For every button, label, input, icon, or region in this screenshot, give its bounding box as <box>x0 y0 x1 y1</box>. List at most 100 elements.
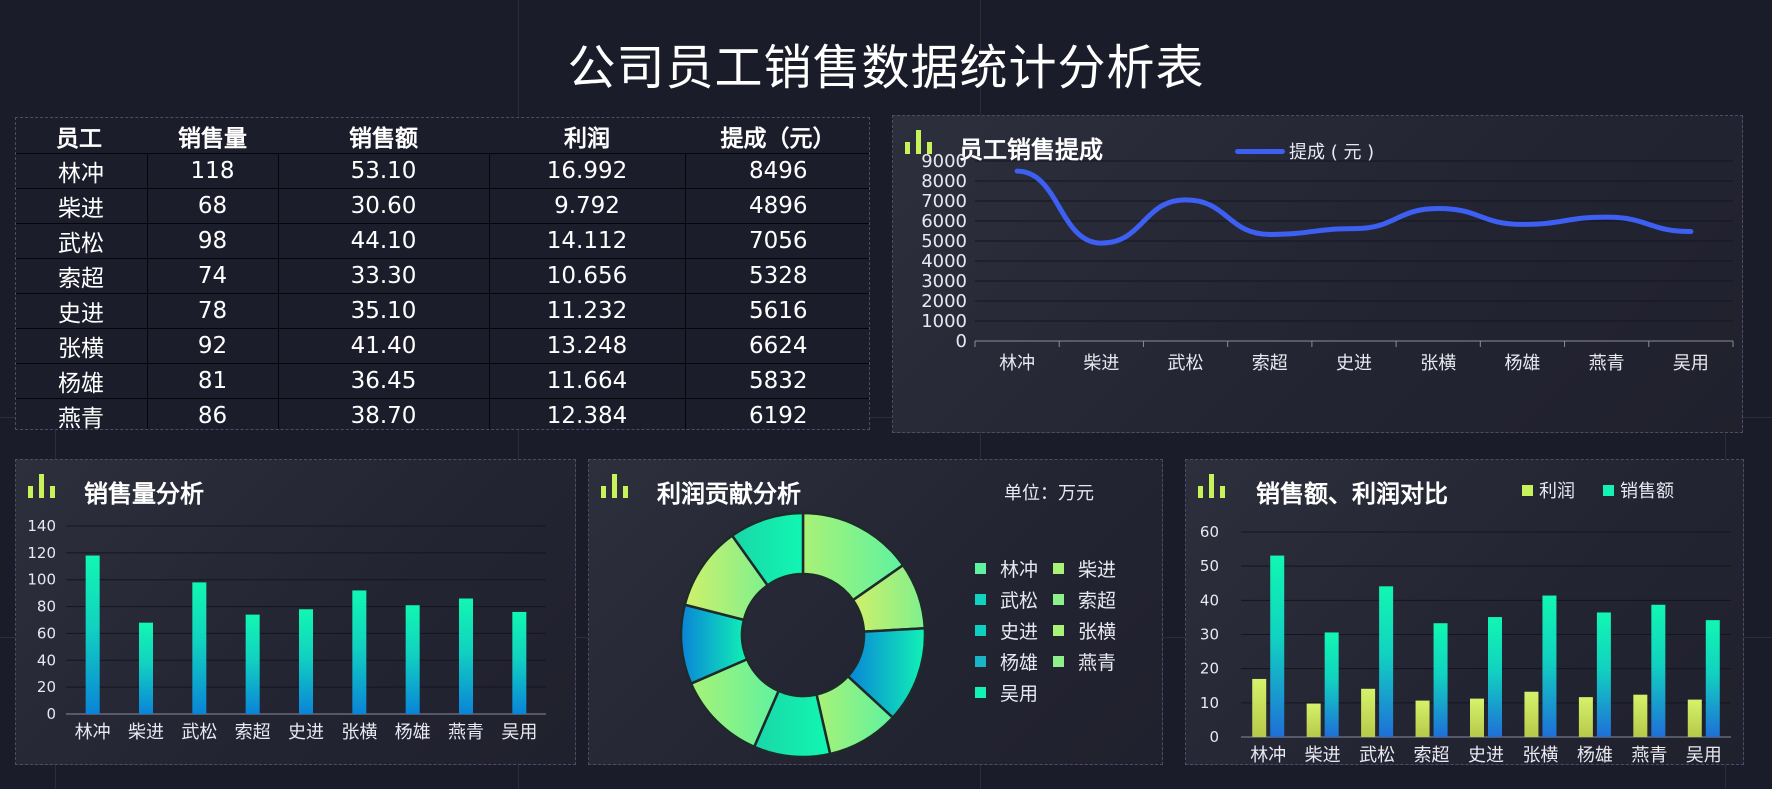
profit-donut-chart <box>679 511 927 759</box>
x-tick-label: 武松 <box>181 722 217 743</box>
x-tick-label: 张横 <box>1420 353 1456 374</box>
x-tick-label: 林冲 <box>1250 745 1286 764</box>
table-row: 武松 98 44.10 14.112 7056 <box>16 223 869 259</box>
bar-profit <box>1524 691 1539 737</box>
table-cell: 杨雄 <box>16 363 147 399</box>
table-cell: 10.656 <box>488 258 685 294</box>
line-legend: 提成 ( 元 ) <box>1235 138 1374 164</box>
bar-sales <box>1433 623 1448 737</box>
y-tick-label: 3000 <box>921 271 967 292</box>
y-tick-label: 80 <box>37 598 56 616</box>
y-tick-label: 6000 <box>921 211 967 232</box>
table-cell: 7056 <box>684 223 869 259</box>
legend-item: 张横 <box>1053 617 1116 644</box>
y-tick-label: 30 <box>1200 626 1219 644</box>
legend-label: 吴用 <box>1000 683 1039 705</box>
table-cell: 44.10 <box>277 223 489 259</box>
bar-sales <box>1379 586 1394 737</box>
table-row: 柴进 68 30.60 9.792 4896 <box>16 188 869 224</box>
legend-swatch <box>1053 594 1064 605</box>
legend-item: 林冲 <box>975 555 1038 582</box>
sales-data-table: 员工 销售量 销售额 利润 提成（元） 林冲 118 53.10 16.992 8496… <box>15 117 870 430</box>
legend-label: 史进 <box>1000 621 1039 643</box>
table-row: 张横 92 41.40 13.248 6624 <box>16 328 869 364</box>
y-tick-label: 40 <box>1200 591 1219 609</box>
table-cell: 38.70 <box>277 398 489 429</box>
table-cell: 6624 <box>684 328 869 364</box>
legend-label: 柴进 <box>1078 559 1117 581</box>
table-header: 利润 <box>564 125 610 152</box>
table-body: 林冲 118 53.10 16.992 8496 柴进 68 30.60 9.792 4896 武松… <box>16 153 869 429</box>
bar-chart-icon <box>28 472 62 498</box>
table-cell: 5328 <box>684 258 869 294</box>
bar-profit <box>1633 694 1648 737</box>
legend-item: 燕青 <box>1053 648 1116 675</box>
bar <box>352 590 367 714</box>
y-tick-label: 120 <box>27 544 56 562</box>
legend-item: 武松 <box>975 586 1038 613</box>
table-cell: 74 <box>146 258 278 294</box>
legend-swatch-sales <box>1603 484 1614 496</box>
page-title: 公司员工销售数据统计分析表 <box>567 40 1205 96</box>
bg-gridline <box>0 417 1772 418</box>
table-row: 史进 78 35.10 11.232 5616 <box>16 293 869 329</box>
bar-profit <box>1687 699 1702 737</box>
legend-item: 柴进 <box>1053 555 1116 582</box>
x-tick-label: 燕青 <box>1589 353 1625 374</box>
bar-sales <box>1488 617 1502 737</box>
legend-label: 索超 <box>1078 590 1117 612</box>
legend-label: 杨雄 <box>1000 652 1039 674</box>
y-tick-label: 10 <box>1200 694 1219 712</box>
legend-item: 吴用 <box>975 679 1038 706</box>
legend-label: 利润 <box>1539 481 1575 502</box>
table-cell: 86 <box>146 398 278 429</box>
legend-label: 提成 ( 元 ) <box>1289 142 1375 163</box>
y-tick-label: 60 <box>37 624 56 642</box>
x-tick-label: 张横 <box>341 722 377 743</box>
table-cell: 78 <box>146 293 278 329</box>
table-cell: 9.792 <box>488 188 685 224</box>
legend-item: 史进 <box>975 617 1038 644</box>
bar-chart-icon <box>905 128 939 154</box>
y-tick-label: 2000 <box>921 291 967 312</box>
bar-profit <box>1578 697 1593 737</box>
grouped-legend: 利润 销售额 <box>1522 477 1674 503</box>
x-tick-label: 柴进 <box>1083 353 1119 374</box>
panel-title: 员工销售提成 <box>959 136 1103 164</box>
table-cell: 5832 <box>684 363 869 399</box>
y-tick-label: 0 <box>956 331 967 352</box>
legend-label: 销售额 <box>1620 481 1674 502</box>
table-row: 林冲 118 53.10 16.992 8496 <box>16 153 869 189</box>
y-tick-label: 8000 <box>921 171 967 192</box>
table-row: 杨雄 81 36.45 11.664 5832 <box>16 363 869 399</box>
table-header: 提成（元） <box>720 125 836 152</box>
legend-item: 杨雄 <box>975 648 1038 675</box>
legend-label: 武松 <box>1000 590 1039 612</box>
x-tick-label: 吴用 <box>501 722 537 743</box>
bar-sales <box>1651 604 1666 737</box>
table-cell: 4896 <box>684 188 869 224</box>
y-tick-label: 40 <box>37 651 56 669</box>
x-tick-label: 吴用 <box>1673 353 1709 374</box>
table-cell: 98 <box>146 223 278 259</box>
x-tick-label: 林冲 <box>999 353 1035 374</box>
table-header: 销售额 <box>349 125 418 152</box>
panel-title: 利润贡献分析 <box>657 480 801 508</box>
panel-title: 销售额、利润对比 <box>1256 480 1448 508</box>
x-tick-label: 史进 <box>288 722 324 743</box>
donut-slice <box>730 511 805 588</box>
table-cell: 索超 <box>16 258 147 294</box>
legend-line-swatch <box>1235 148 1285 154</box>
table-cell: 林冲 <box>16 153 147 189</box>
table-cell: 张横 <box>16 328 147 364</box>
table-cell: 燕青 <box>16 398 147 429</box>
y-tick-label: 9000 <box>921 151 967 172</box>
table-cell: 92 <box>146 328 278 364</box>
y-tick-label: 20 <box>1200 660 1219 678</box>
x-tick-label: 史进 <box>1336 353 1372 374</box>
x-tick-label: 杨雄 <box>1504 353 1540 374</box>
table-cell: 118 <box>146 153 278 189</box>
legend-swatch <box>975 687 986 698</box>
legend-swatch <box>1053 563 1064 574</box>
